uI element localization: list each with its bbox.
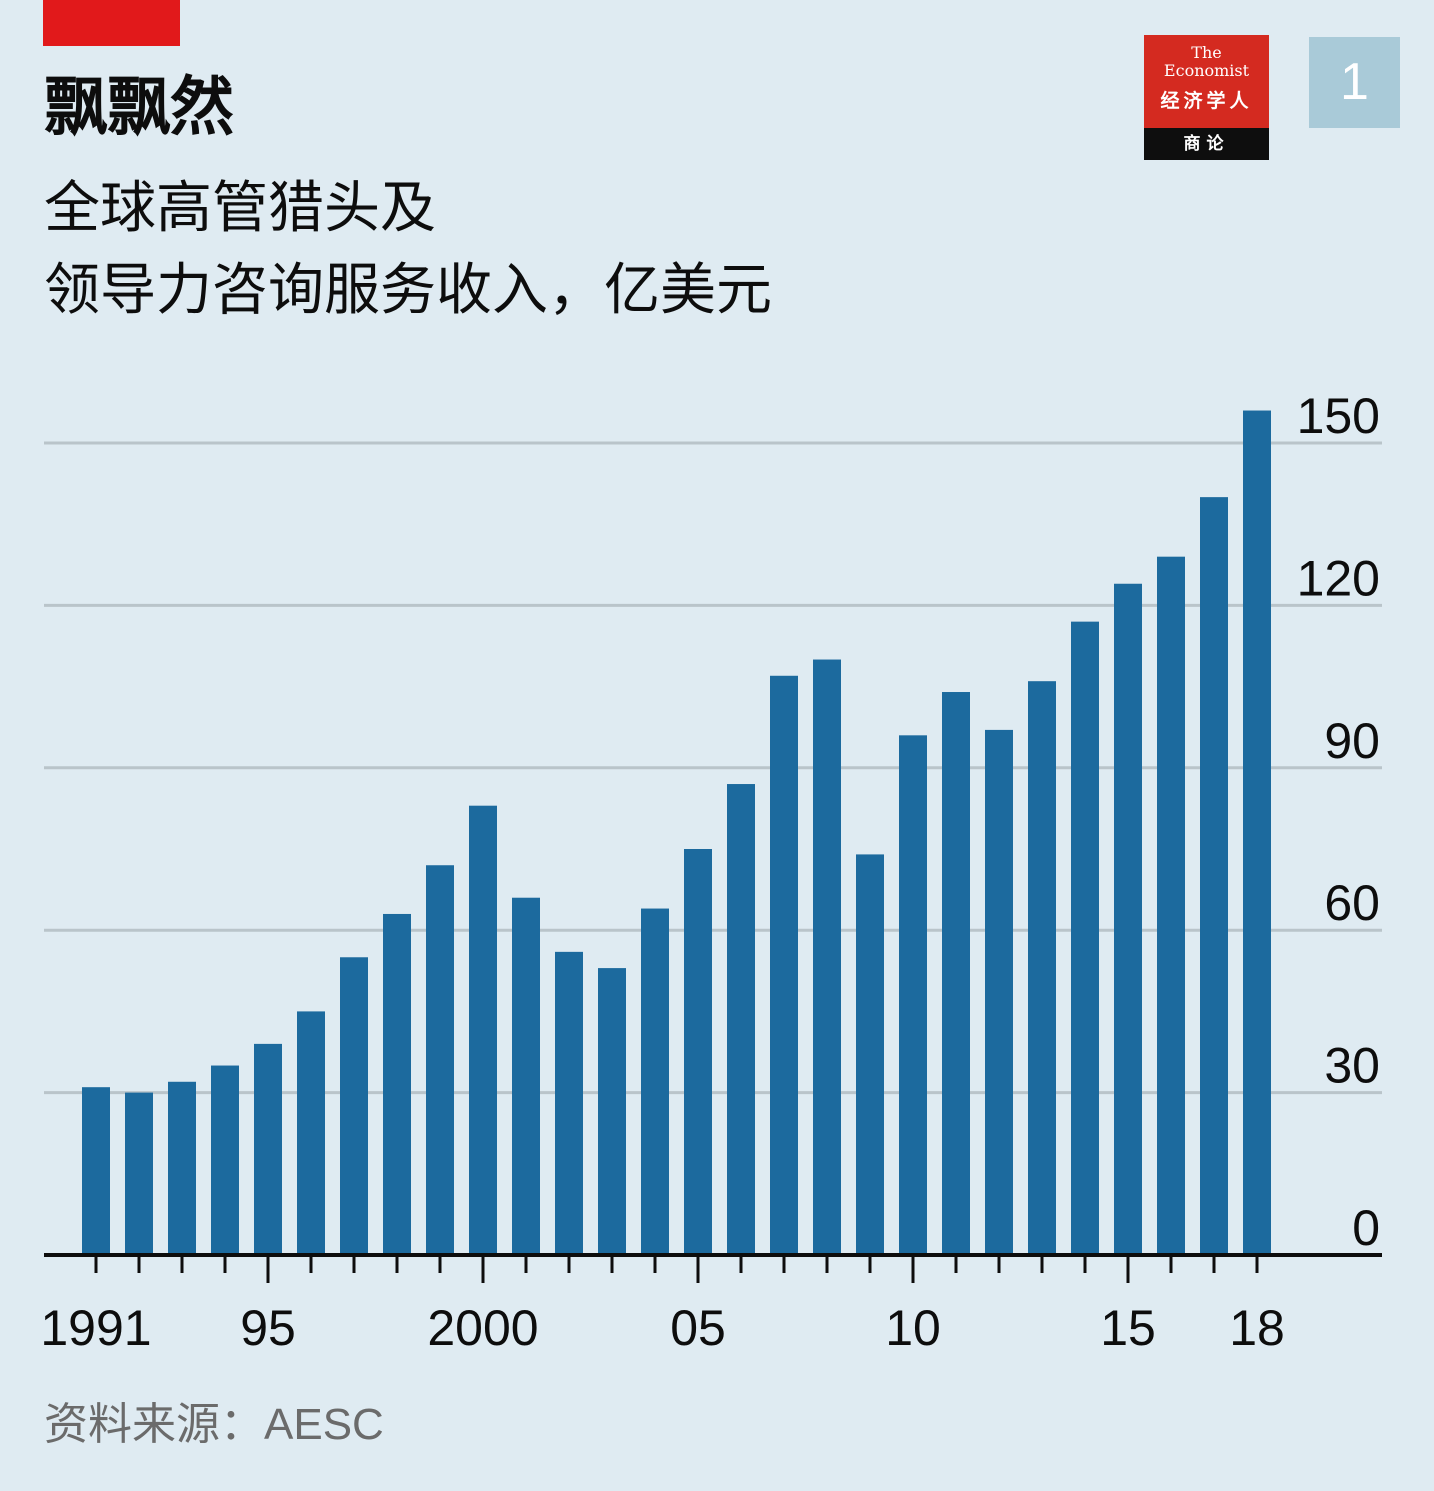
bar-1994	[211, 1065, 239, 1255]
x-axis	[44, 1253, 1382, 1283]
bar-2011	[942, 692, 970, 1255]
bar-2000	[469, 805, 497, 1255]
chart-number-badge: 1	[1309, 37, 1400, 128]
bar-2016	[1157, 556, 1185, 1255]
chart-title: 飘飘然	[44, 71, 234, 145]
y-tick-label: 0	[1352, 1200, 1380, 1256]
bar-2013	[1028, 681, 1056, 1255]
bar-2015	[1114, 583, 1142, 1255]
bar-1999	[426, 865, 454, 1255]
economist-red-tag	[43, 0, 180, 46]
y-tick-label: 120	[1297, 550, 1380, 606]
logo-text-economist: Economist	[1163, 61, 1250, 80]
bar-2010	[899, 735, 927, 1255]
logo-text-chinese: 经济学人	[1160, 90, 1253, 112]
bar-2002	[555, 951, 583, 1255]
y-tick-label: 30	[1324, 1038, 1380, 1094]
x-tick-label: 1991	[40, 1300, 151, 1356]
bar-2008	[813, 659, 841, 1255]
bar-2006	[727, 784, 755, 1255]
bar-2014	[1071, 621, 1099, 1255]
bar-2001	[512, 897, 540, 1255]
bar-1997	[340, 957, 368, 1255]
y-tick-label: 60	[1324, 875, 1380, 931]
bar-2012	[985, 729, 1013, 1255]
source-note: 资料来源：AESC	[44, 1400, 384, 1449]
bar-1992	[125, 1092, 153, 1255]
bar-2017	[1200, 497, 1228, 1256]
bar-2004	[641, 908, 669, 1255]
bar-1995	[254, 1043, 282, 1255]
logo-black-band: 商论	[1144, 128, 1269, 160]
bar-1993	[168, 1081, 196, 1255]
x-tick-label: 10	[885, 1300, 941, 1356]
logo-text-the: The	[1191, 43, 1222, 62]
subtitle-line-2: 领导力咨询服务收入，亿美元	[44, 258, 772, 323]
bar-2018	[1243, 410, 1271, 1255]
bar-2009	[856, 854, 884, 1255]
x-axis-labels: 1991 95 2000 05 10 15 18	[40, 1300, 1284, 1356]
chart-subtitle: 全球高管猎头及 领导力咨询服务收入，亿美元	[44, 168, 772, 332]
x-tick-label: 18	[1229, 1300, 1285, 1356]
bar-2007	[770, 675, 798, 1255]
x-tick-label: 2000	[427, 1300, 538, 1356]
y-axis-labels: 0 30 60 90 120 150	[1297, 388, 1380, 1256]
x-tick-label: 95	[240, 1300, 296, 1356]
bar-2003	[598, 968, 626, 1255]
y-tick-label: 150	[1297, 388, 1380, 444]
bar-2005	[684, 849, 712, 1255]
subtitle-line-1: 全球高管猎头及	[44, 176, 436, 241]
bars	[82, 410, 1271, 1256]
bar-1996	[297, 1011, 325, 1255]
bar-1998	[383, 913, 411, 1255]
x-tick-label: 05	[670, 1300, 726, 1356]
x-tick-label: 15	[1100, 1300, 1156, 1356]
y-tick-label: 90	[1324, 713, 1380, 769]
bar-1991	[82, 1087, 110, 1255]
economist-logo: The Economist 经济学人 商论	[1144, 35, 1269, 160]
logo-red-block: The Economist 经济学人	[1144, 35, 1269, 128]
